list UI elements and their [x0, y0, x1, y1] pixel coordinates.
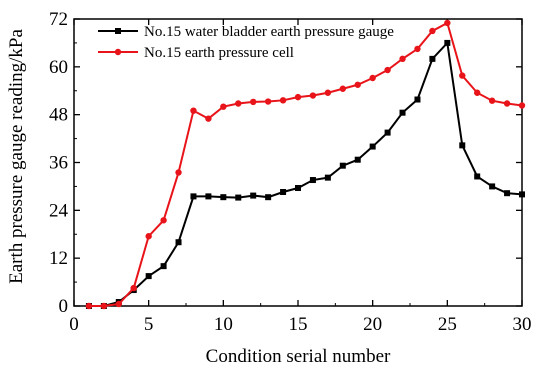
y-tick-label: 36 [49, 153, 68, 174]
y-tick-label: 48 [49, 105, 68, 126]
data-point [399, 55, 406, 63]
x-tick-label: 10 [214, 314, 233, 335]
y-axis-label: Earth pressure gauge reading/kPa [6, 29, 27, 284]
data-point [205, 193, 212, 200]
data-point [294, 93, 302, 101]
data-point [519, 191, 525, 198]
data-point [175, 239, 182, 246]
data-point [414, 45, 421, 53]
data-point [250, 98, 257, 106]
y-tick-label: 60 [49, 57, 68, 78]
x-tick-label: 30 [513, 314, 532, 335]
data-point [504, 190, 511, 197]
series-line [88, 40, 523, 307]
y-tick-label: 12 [49, 248, 68, 269]
data-point [145, 273, 152, 280]
data-point [354, 81, 361, 88]
data-point [295, 185, 301, 192]
data-point [384, 129, 391, 136]
data-point [384, 66, 391, 74]
data-point [459, 72, 466, 79]
legend-marker [114, 48, 122, 56]
y-tick-label: 72 [49, 9, 68, 30]
data-point [488, 97, 496, 104]
data-point [265, 194, 272, 201]
data-point [235, 194, 242, 201]
data-point [220, 103, 227, 110]
data-point [444, 19, 451, 27]
legend-label: No.15 water bladder earth pressure gauge [144, 24, 394, 40]
series-1 [85, 39, 525, 309]
data-point [339, 85, 346, 92]
data-point [459, 142, 466, 149]
data-point [444, 39, 451, 46]
data-point [399, 109, 406, 116]
data-point [160, 263, 167, 270]
data-point [130, 284, 137, 292]
data-point [190, 107, 197, 114]
data-point [369, 143, 376, 150]
legend-marker [115, 28, 121, 34]
data-point [414, 96, 421, 103]
data-point [264, 98, 272, 105]
x-axis-label: Condition serial number [206, 346, 391, 367]
data-point [145, 233, 152, 240]
data-point [518, 102, 526, 109]
data-point [100, 302, 108, 310]
x-tick-label: 20 [363, 314, 382, 335]
data-point [205, 115, 212, 122]
data-point [429, 55, 436, 62]
y-tick-label: 0 [59, 296, 69, 317]
data-point [190, 193, 197, 200]
data-point [279, 97, 287, 104]
data-point [160, 217, 167, 224]
data-point [280, 188, 287, 195]
legend-label: No.15 earth pressure cell [144, 45, 294, 61]
series-2 [85, 19, 526, 310]
data-point [503, 100, 511, 107]
series-layer [85, 19, 526, 310]
data-point [250, 192, 257, 199]
data-point [309, 177, 316, 184]
data-point [309, 92, 317, 99]
legend: No.15 water bladder earth pressure gauge… [98, 24, 394, 61]
data-point [489, 183, 496, 190]
x-tick-label: 25 [438, 314, 457, 335]
data-point [354, 156, 361, 163]
data-point [474, 89, 481, 96]
series-line [88, 21, 523, 307]
data-point [220, 194, 227, 201]
legend-entry-2: No.15 earth pressure cell [98, 45, 294, 61]
data-point [324, 174, 331, 181]
legend-entry-1: No.15 water bladder earth pressure gauge [98, 24, 394, 40]
data-point [369, 74, 376, 82]
x-tick-label: 0 [69, 314, 79, 335]
x-tick-label: 5 [144, 314, 154, 335]
data-point [235, 100, 242, 107]
data-point [429, 27, 436, 35]
data-point [474, 173, 481, 180]
data-point [175, 169, 182, 176]
data-point [85, 302, 93, 310]
y-tick-label: 24 [49, 200, 69, 221]
data-point [115, 300, 123, 308]
data-point [324, 89, 332, 96]
axes: 0 5 10 15 20 25 30 0 12 24 36 48 60 72 [49, 9, 532, 335]
x-tick-label: 15 [289, 314, 308, 335]
data-point [339, 162, 346, 169]
